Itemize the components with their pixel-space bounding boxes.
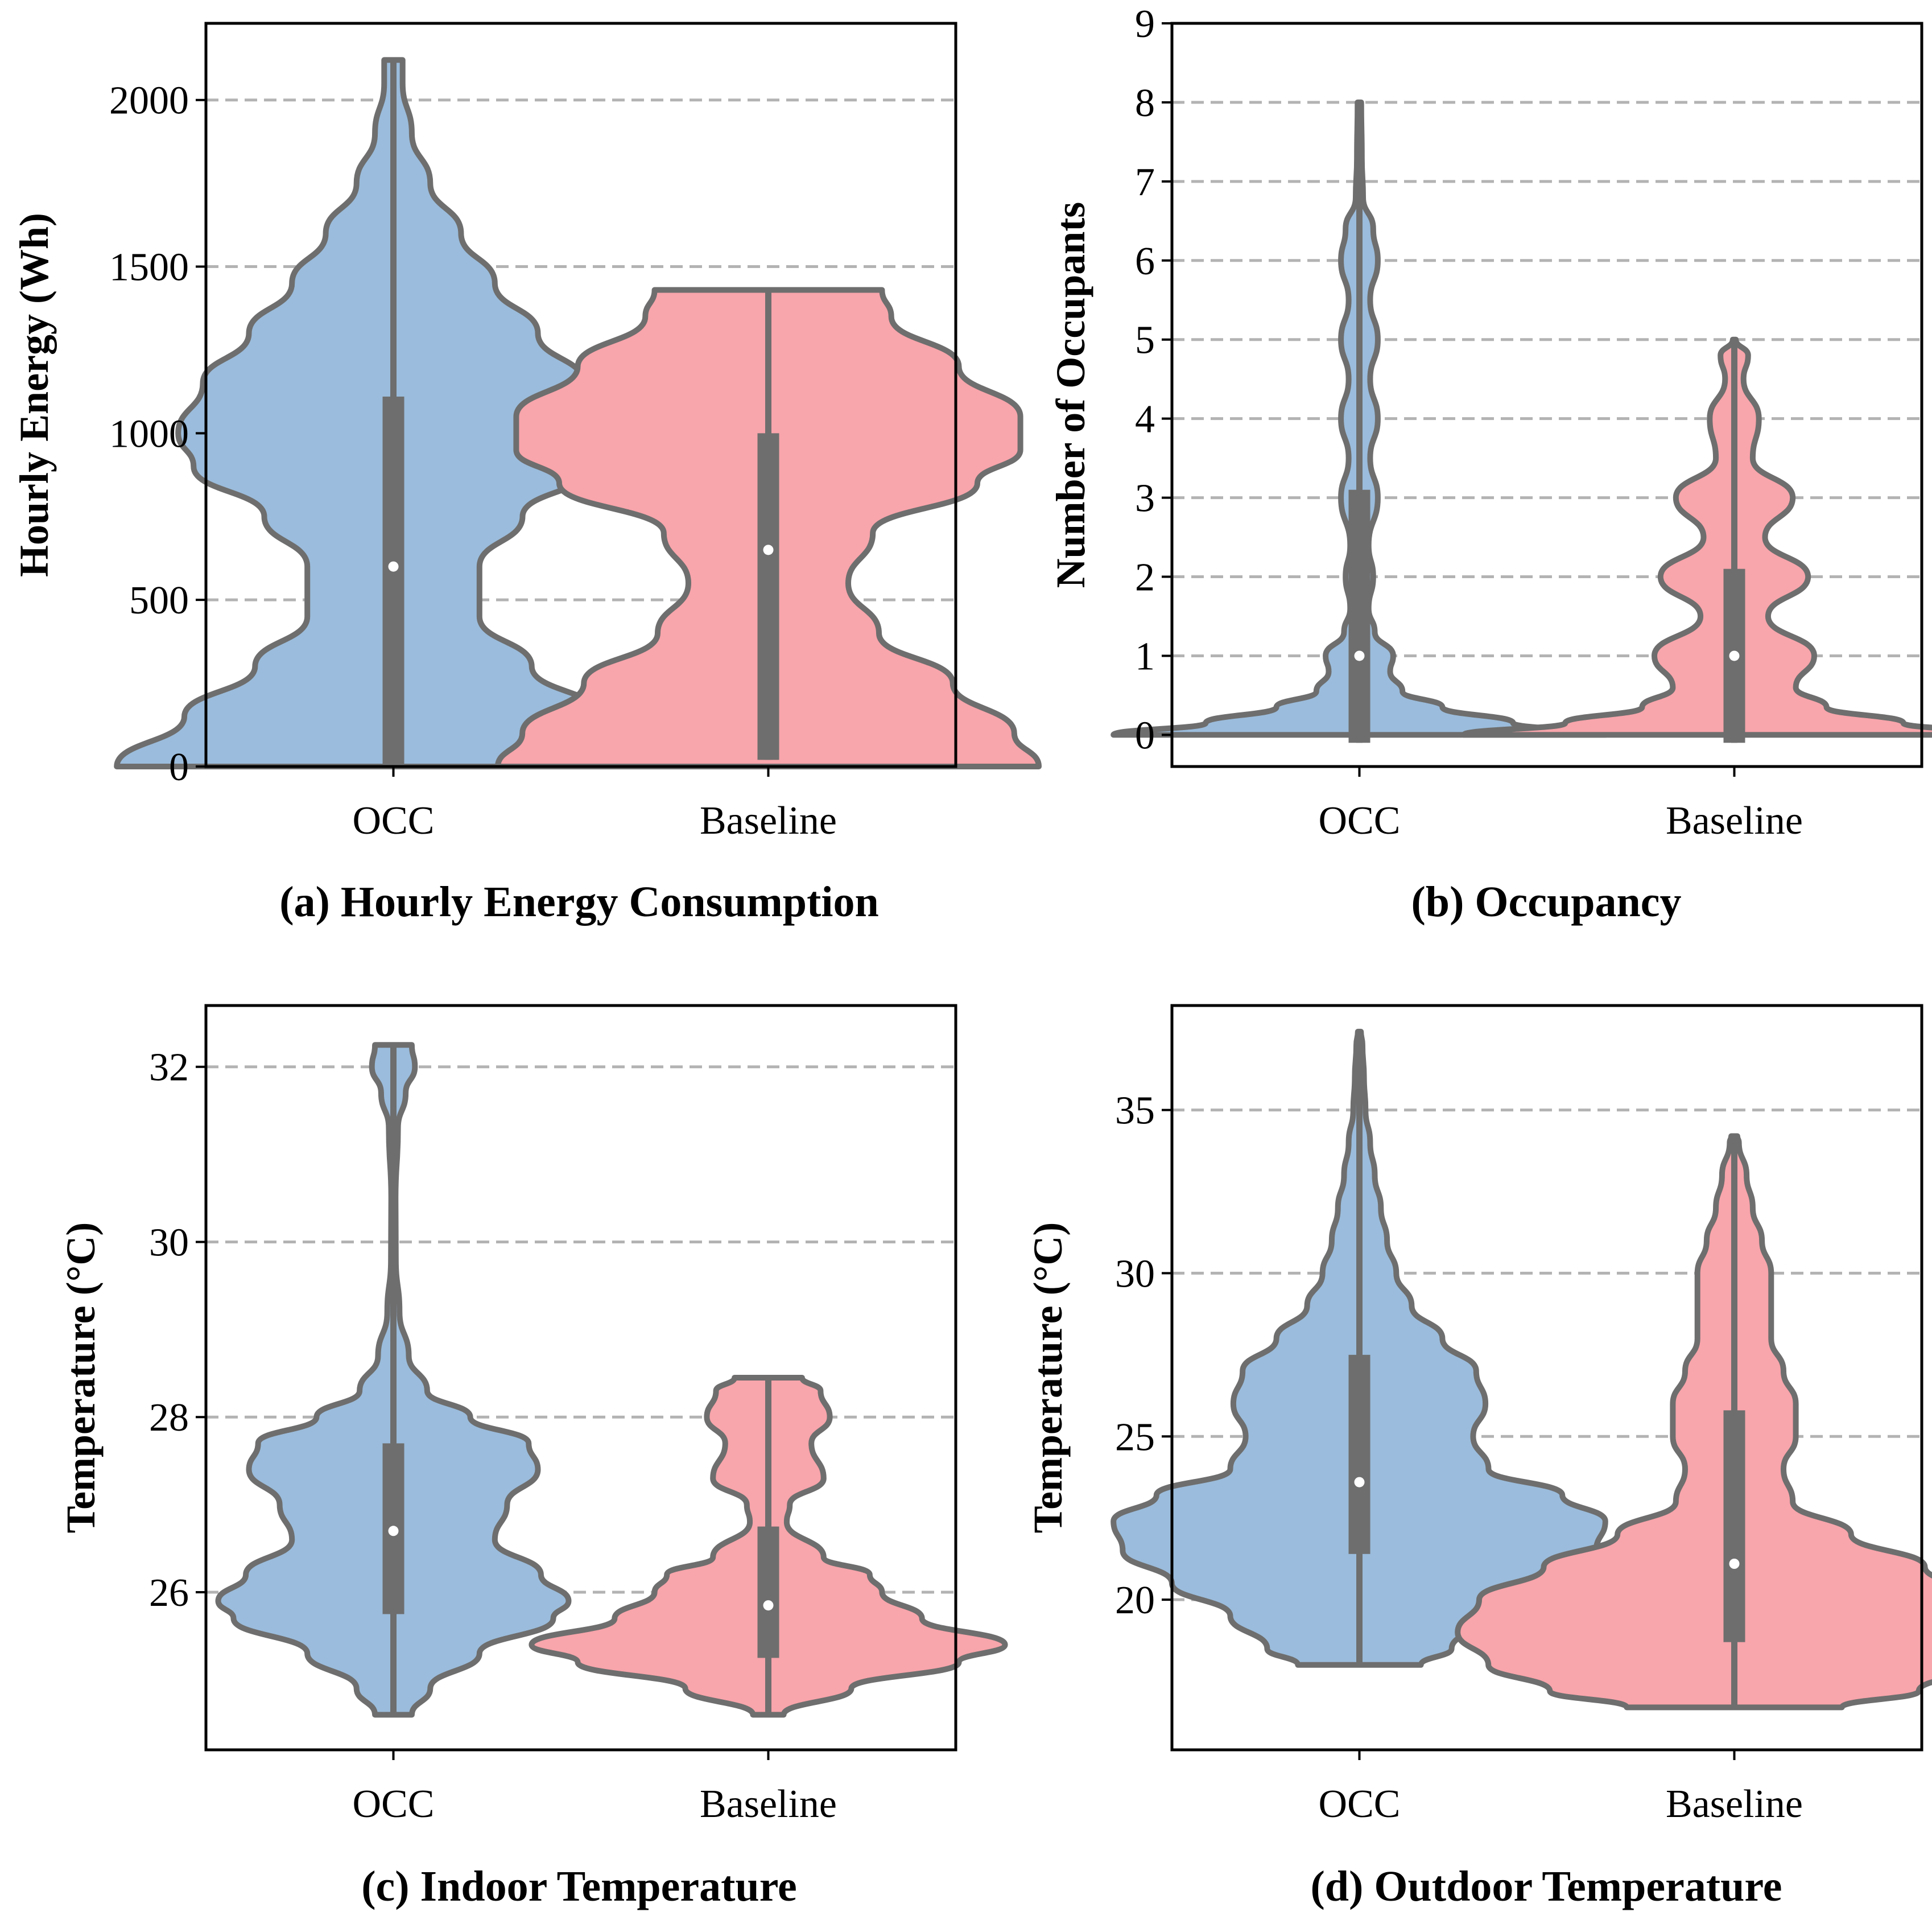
panel-a: 0 500 1000 1500 2000 OCC Baseline Hourly Energy… [11, 22, 1042, 926]
violin-baseline [1461, 336, 1932, 738]
median-marker-occ [388, 561, 399, 572]
y-tick-label: 20 [1115, 1579, 1155, 1622]
x-tick-label: OCC [353, 1782, 435, 1826]
x-tick-label: Baseline [1666, 1782, 1803, 1826]
y-tick-label: 26 [149, 1571, 189, 1615]
iqr-box-occ [1348, 489, 1370, 743]
y-tick-label: 7 [1135, 160, 1155, 204]
iqr-box-occ [382, 396, 404, 767]
y-axis-title: Temperature (°C) [58, 1222, 104, 1534]
y-tick-label: 9 [1135, 2, 1155, 46]
violin-baseline [1455, 1133, 1932, 1711]
y-tick-label: 28 [149, 1396, 189, 1440]
y-tick-label: 30 [149, 1221, 189, 1264]
plot-frame [204, 1004, 957, 1752]
y-tick-label: 32 [149, 1046, 189, 1090]
panel-caption: (d) Outdoor Temperature [1311, 1863, 1782, 1910]
y-tick-label: 2000 [109, 79, 189, 123]
panel-c: 26 28 30 32 OCC Baseline Temperature (°C) (c) I… [58, 1004, 1008, 1910]
y-tick-label: 2 [1135, 556, 1155, 600]
plot-frame [1170, 22, 1923, 768]
y-tick-label: 5 [1135, 319, 1155, 362]
y-tick-label: 6 [1135, 240, 1155, 283]
plot-frame [204, 22, 957, 768]
y-tick-label: 35 [1115, 1089, 1155, 1133]
median-marker-occ [388, 1526, 399, 1536]
y-tick-label: 4 [1135, 398, 1155, 442]
panel-b: 0 1 2 3 4 5 6 7 8 9 OCC Baseline Number of Occupants… [1048, 2, 1932, 926]
x-tick-label: OCC [353, 799, 435, 843]
plot-frame [1170, 1004, 1923, 1752]
y-tick-label: 30 [1115, 1252, 1155, 1296]
y-tick-label: 1500 [109, 246, 189, 290]
panel-caption: (c) Indoor Temperature [361, 1863, 797, 1910]
x-tick-label: Baseline [700, 799, 837, 843]
y-tick-label: 8 [1135, 81, 1155, 125]
panel-caption: (b) Occupancy [1411, 878, 1682, 926]
median-marker-occ [1354, 1477, 1365, 1488]
x-tick-label: Baseline [700, 1782, 837, 1826]
y-axis-title: Number of Occupants [1048, 202, 1093, 588]
y-tick-label: 1 [1135, 634, 1155, 678]
median-marker-baseline [1729, 650, 1740, 661]
iqr-box-occ [1348, 1354, 1370, 1554]
y-axis-title: Temperature (°C) [1025, 1222, 1071, 1534]
median-marker-occ [1354, 650, 1365, 661]
panel-caption: (a) Hourly Energy Consumption [279, 878, 879, 926]
panel-d: 20 25 30 35 OCC Baseline Temperature (°C) (d) O… [1025, 1004, 1932, 1910]
x-tick-label: Baseline [1666, 799, 1803, 843]
y-axis-title: Hourly Energy (Wh) [11, 213, 57, 577]
y-tick-label: 1000 [109, 412, 189, 456]
iqr-box-baseline [1723, 1410, 1745, 1642]
x-tick-label: OCC [1319, 799, 1401, 843]
y-tick-label: 25 [1115, 1415, 1155, 1459]
median-marker-baseline [763, 545, 774, 555]
x-tick-label: OCC [1319, 1782, 1401, 1826]
y-tick-label: 3 [1135, 477, 1155, 521]
median-marker-baseline [1729, 1559, 1740, 1569]
median-marker-baseline [763, 1600, 774, 1611]
iqr-box-baseline [757, 433, 779, 760]
y-tick-label: 0 [169, 745, 189, 789]
y-tick-label: 500 [129, 579, 189, 623]
iqr-box-baseline [757, 1526, 779, 1658]
y-tick-label: 0 [1135, 714, 1155, 757]
